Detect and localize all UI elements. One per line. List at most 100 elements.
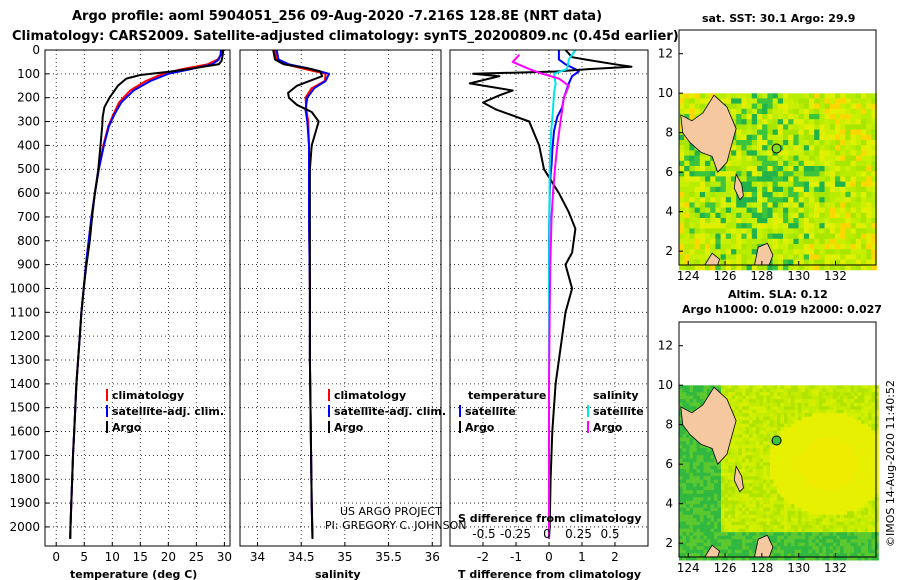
data-cell bbox=[705, 197, 711, 203]
data-cell bbox=[679, 423, 683, 428]
data-cell bbox=[731, 217, 737, 224]
data-cell bbox=[861, 500, 865, 505]
data-cell bbox=[850, 416, 855, 421]
sla_map-no-data-region bbox=[679, 322, 876, 386]
data-cell bbox=[871, 207, 877, 214]
data-cell bbox=[843, 448, 848, 452]
data-cell bbox=[868, 427, 872, 431]
data-cell bbox=[788, 238, 794, 245]
data-cell bbox=[819, 249, 825, 255]
data-cell bbox=[777, 490, 781, 494]
data-cell bbox=[736, 93, 742, 99]
data-cell bbox=[868, 521, 872, 526]
data-cell bbox=[871, 108, 877, 115]
data-cell bbox=[707, 528, 711, 533]
data-cell bbox=[757, 264, 763, 271]
data-cell bbox=[791, 539, 795, 543]
data-cell bbox=[791, 507, 795, 512]
data-cell bbox=[868, 402, 872, 407]
data-cell bbox=[788, 223, 794, 229]
data-cell bbox=[815, 535, 820, 540]
data-cell bbox=[861, 430, 865, 435]
data-cell bbox=[791, 423, 795, 428]
data-cell bbox=[857, 483, 862, 487]
data-cell bbox=[836, 472, 841, 477]
data-cell bbox=[788, 202, 794, 208]
data-cell bbox=[857, 444, 862, 449]
data-cell bbox=[742, 476, 746, 480]
data-cell bbox=[756, 511, 760, 515]
data-cell bbox=[777, 444, 781, 449]
data-cell bbox=[703, 483, 708, 487]
data-cell bbox=[833, 483, 837, 487]
data-cell bbox=[721, 546, 725, 550]
data-cell bbox=[721, 493, 725, 498]
data-cell bbox=[824, 233, 831, 240]
data-cell bbox=[871, 197, 877, 203]
data-cell bbox=[803, 254, 810, 260]
data-cell bbox=[866, 223, 872, 229]
data-cell bbox=[749, 490, 753, 494]
data-cell bbox=[710, 181, 716, 188]
data-cell bbox=[819, 392, 823, 396]
data-cell bbox=[715, 223, 721, 229]
data-cell bbox=[738, 500, 743, 505]
data-cell bbox=[854, 472, 858, 477]
data-cell bbox=[861, 385, 865, 389]
data-cell bbox=[772, 191, 779, 198]
data-cell bbox=[836, 518, 841, 522]
data-cell bbox=[850, 444, 855, 449]
data-cell bbox=[871, 430, 876, 435]
data-cell bbox=[829, 451, 834, 456]
data-cell bbox=[679, 402, 683, 407]
data-cell bbox=[766, 413, 771, 417]
data-cell bbox=[809, 108, 815, 115]
latitude-tick-label: 12 bbox=[658, 339, 673, 353]
data-cell bbox=[756, 497, 760, 501]
data-cell bbox=[746, 254, 753, 260]
data-cell bbox=[855, 264, 862, 271]
data-cell bbox=[745, 532, 750, 536]
data-cell bbox=[707, 511, 711, 515]
data-cell bbox=[805, 385, 809, 389]
data-cell bbox=[861, 254, 867, 260]
data-cell bbox=[766, 448, 771, 452]
data-cell bbox=[871, 233, 877, 240]
data-cell bbox=[777, 186, 784, 193]
data-cell bbox=[736, 160, 742, 167]
data-cell bbox=[762, 171, 768, 177]
data-cell bbox=[824, 139, 831, 146]
data-cell bbox=[684, 93, 690, 99]
data-cell bbox=[840, 458, 844, 463]
data-cell bbox=[840, 518, 844, 522]
data-cell bbox=[798, 451, 802, 456]
data-cell bbox=[850, 427, 855, 431]
data-cell bbox=[829, 119, 836, 125]
data-cell bbox=[875, 476, 879, 480]
data-cell bbox=[850, 160, 857, 167]
data-cell bbox=[784, 392, 788, 396]
data-cell bbox=[819, 486, 823, 491]
data-cell bbox=[736, 197, 742, 203]
data-cell bbox=[756, 420, 760, 424]
data-cell bbox=[784, 556, 788, 561]
data-cell bbox=[822, 451, 827, 456]
data-cell bbox=[696, 528, 701, 533]
data-cell bbox=[836, 528, 841, 533]
data-cell bbox=[788, 108, 794, 115]
data-cell bbox=[808, 434, 813, 438]
data-cell bbox=[836, 388, 841, 393]
data-cell bbox=[787, 395, 792, 400]
data-cell bbox=[756, 521, 760, 526]
data-cell bbox=[749, 430, 753, 435]
data-cell bbox=[777, 108, 784, 115]
data-cell bbox=[724, 546, 729, 550]
data-cell bbox=[812, 556, 816, 561]
data-cell bbox=[703, 469, 708, 473]
data-cell bbox=[745, 507, 750, 512]
data-cell bbox=[679, 437, 683, 442]
depth-tick-label: 400 bbox=[17, 138, 40, 152]
data-cell bbox=[864, 423, 869, 428]
data-cell bbox=[871, 511, 876, 515]
data-cell bbox=[861, 546, 865, 550]
